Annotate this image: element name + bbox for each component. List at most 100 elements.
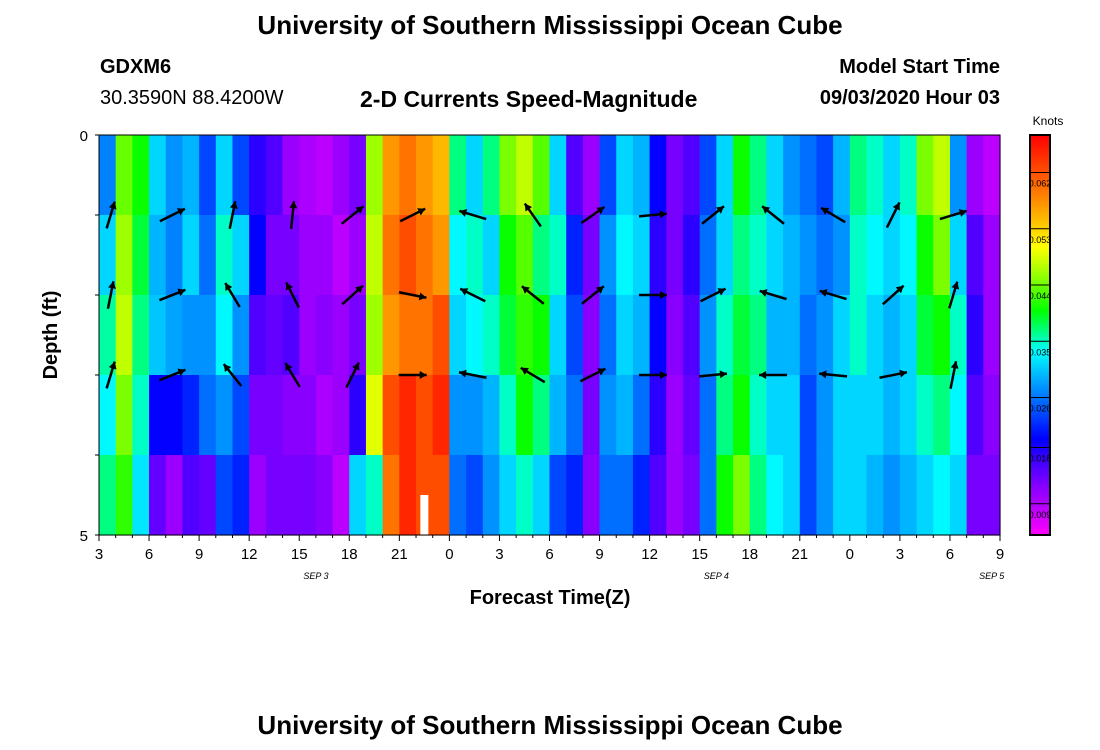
heatmap-cell — [799, 455, 818, 536]
current-arrow — [106, 281, 116, 309]
heatmap-cell — [866, 375, 884, 456]
heatmap-cell — [649, 295, 667, 376]
current-arrow — [289, 200, 298, 230]
heatmap-cell — [416, 135, 434, 216]
model-start-label: Model Start Time — [839, 56, 1000, 78]
heatmap-cell — [399, 215, 417, 296]
heatmap-cell — [682, 135, 701, 216]
heatmap-cell — [482, 135, 501, 216]
heatmap-cell — [866, 295, 884, 376]
heatmap-cell — [365, 215, 384, 296]
heatmap-cell — [215, 455, 234, 536]
x-tick-label: 12 — [641, 546, 658, 563]
heatmap-cell — [749, 295, 768, 376]
heatmap-cell — [249, 215, 267, 296]
heatmap-cell — [599, 135, 617, 216]
heatmap-cell — [816, 375, 834, 456]
heatmap-cell — [632, 295, 651, 376]
heatmap-cell — [282, 215, 300, 296]
heatmap-cell — [99, 455, 117, 536]
heatmap-cell — [149, 215, 167, 296]
heatmap-cell — [299, 375, 317, 456]
heatmap-cell — [582, 295, 601, 376]
heatmap-cell — [933, 135, 951, 216]
current-arrow — [819, 370, 848, 379]
heatmap-cell — [432, 375, 450, 456]
heatmap-cell — [766, 455, 784, 536]
x-tick-label: 9 — [195, 546, 203, 563]
heatmap-cell — [783, 295, 801, 376]
heatmap-cell — [466, 215, 484, 296]
x-tick-label: 0 — [846, 546, 854, 563]
colorbar-tick-label: 0.044 — [1029, 291, 1052, 301]
current-arrow — [345, 361, 360, 389]
current-arrow — [158, 288, 186, 302]
heatmap-cell — [866, 135, 884, 216]
heatmap-cell — [716, 135, 734, 216]
heatmap-cell — [282, 295, 300, 376]
current-arrow — [638, 210, 668, 219]
current-arrow — [523, 202, 542, 228]
heatmap-cell — [265, 135, 284, 216]
heatmap-cell — [549, 135, 567, 216]
heatmap-cell — [466, 375, 484, 456]
heatmap-cell — [299, 455, 317, 536]
heatmap-cell — [649, 455, 667, 536]
heatmap-cell — [582, 215, 601, 296]
heatmap-cell — [132, 135, 150, 216]
heatmap-cell — [733, 295, 751, 376]
heatmap-cell — [566, 215, 584, 296]
colorbar-tick-label: 0.018 — [1029, 454, 1052, 464]
current-arrow — [579, 367, 606, 383]
date-label: SEP 4 — [704, 571, 729, 581]
current-arrow — [879, 369, 908, 379]
heatmap-cell — [149, 455, 167, 536]
heatmap-cell — [115, 135, 133, 216]
current-arrow — [638, 291, 667, 299]
current-arrow — [284, 362, 301, 388]
heatmap-cell — [682, 375, 701, 456]
heatmap-cell — [666, 455, 684, 536]
colorbar-unit-label: Knots — [1033, 114, 1064, 128]
heatmap-cell — [883, 455, 901, 536]
heatmap-cell — [682, 455, 701, 536]
current-arrow — [949, 361, 959, 389]
x-axis: 3 6 9 12 15 18 21 0 3 6 9 12 15 18 21 0 3 6 9 SEP 3 SEP 4 SEP… — [95, 535, 1005, 581]
heatmap-cell — [132, 215, 150, 296]
x-tick-label: 18 — [741, 546, 758, 563]
x-tick-label: 3 — [896, 546, 904, 563]
heatmap-cell — [232, 295, 250, 376]
heatmap-cell — [899, 375, 918, 456]
current-arrow — [399, 207, 426, 223]
heatmap-cell — [516, 295, 534, 376]
heatmap-cell — [315, 455, 334, 536]
heatmap-cell — [983, 295, 1001, 376]
heatmap-cell — [115, 295, 133, 376]
x-tick-label: 3 — [95, 546, 103, 563]
heatmap-cell — [599, 455, 617, 536]
current-arrow — [761, 205, 785, 225]
heatmap-cell — [549, 295, 567, 376]
heatmap-cell — [833, 135, 851, 216]
station-coordinates: 30.3590N 88.4200W — [100, 87, 284, 109]
heatmap-cell — [632, 455, 651, 536]
heatmap-cell — [783, 135, 801, 216]
current-arrow — [699, 287, 727, 303]
heatmap-cell — [282, 375, 300, 456]
current-arrow — [885, 201, 901, 229]
missing-data-cell — [420, 495, 429, 535]
heatmap-cell — [249, 295, 267, 376]
heatmap-cell — [315, 295, 334, 376]
heatmap-cell — [916, 375, 934, 456]
colorbar-gradient — [1029, 134, 1051, 536]
heatmap-cell — [332, 295, 350, 376]
heatmap-cell — [716, 375, 734, 456]
heatmap-cell — [382, 135, 400, 216]
colorbar-tick-label: 0.035 — [1029, 347, 1052, 357]
heatmap-cell — [482, 455, 501, 536]
heatmap-cell — [165, 375, 184, 456]
heatmap-cell — [733, 135, 751, 216]
heatmap-cell — [866, 215, 884, 296]
heatmap-cell — [849, 135, 868, 216]
heatmap-cell — [833, 455, 851, 536]
